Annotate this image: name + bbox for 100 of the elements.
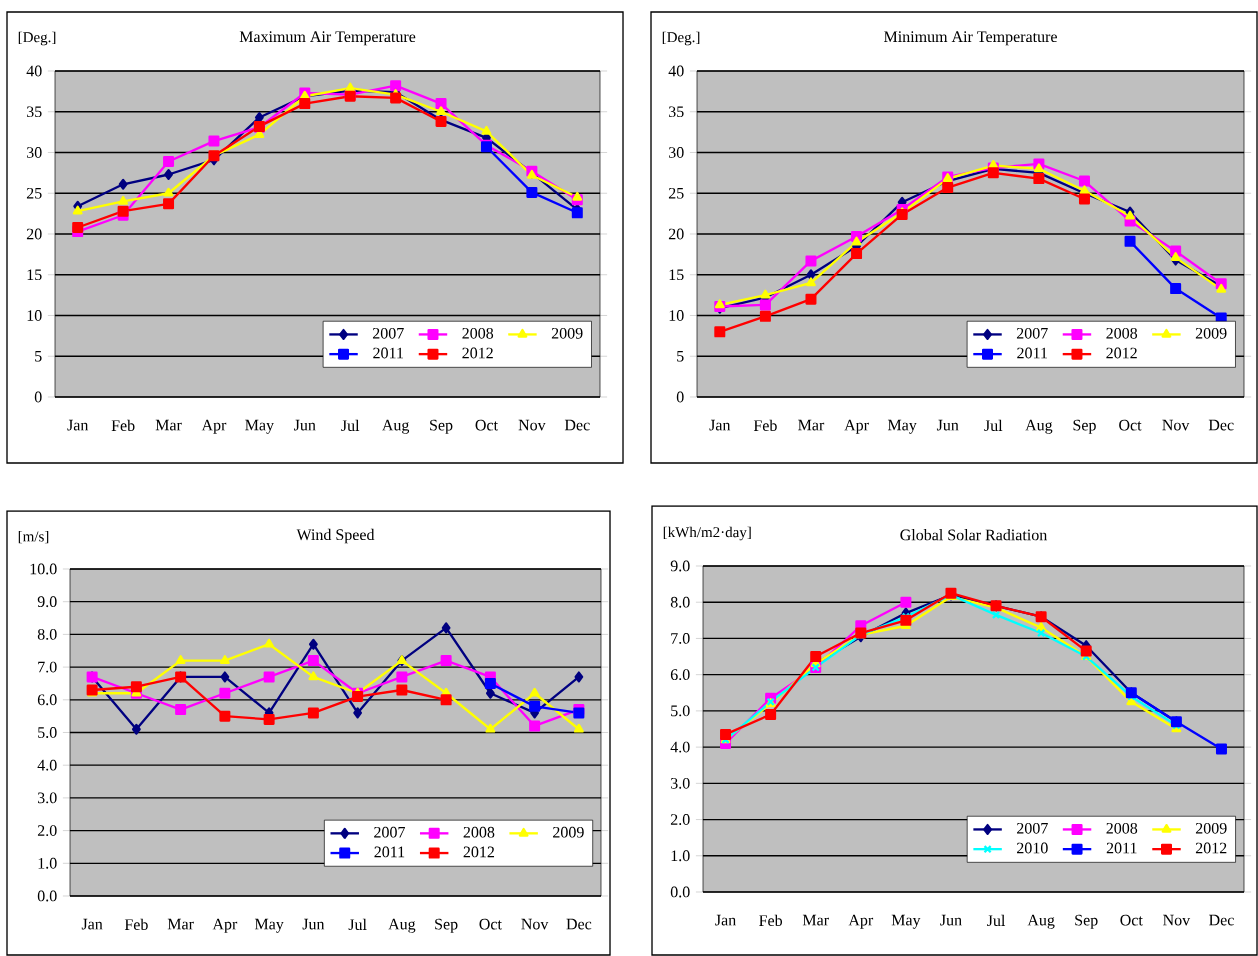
y-tick-label: 5	[35, 350, 42, 362]
x-tick-label: Aug	[1025, 419, 1053, 434]
y-axis-title: [kWh/m2·day]	[663, 526, 751, 541]
legend-label: 2010	[1017, 842, 1048, 854]
y-tick-label: 0	[34, 391, 42, 403]
x-tick-label: Mar	[798, 419, 825, 431]
x-tick-label: Jun	[940, 914, 962, 926]
y-tick-label: 9.0	[670, 560, 690, 572]
chart-title: Global Solar Radiation	[900, 529, 1048, 541]
x-tick-label: Aug	[382, 419, 410, 434]
x-tick-label: Dec	[1208, 419, 1234, 431]
legend-label: 2011	[373, 347, 403, 359]
y-tick-label: 8.0	[670, 596, 690, 608]
y-tick-label: 3.0	[670, 777, 690, 789]
legend-label: 2007	[374, 826, 405, 838]
x-tick-label: Apr	[212, 918, 238, 933]
x-tick-label: Apr	[844, 419, 869, 434]
legend-label: 2009	[1195, 822, 1227, 834]
x-tick-label: Jan	[67, 419, 89, 431]
y-tick-label: 0.0	[37, 890, 57, 902]
y-tick-label: 5.0	[38, 727, 57, 738]
y-axis-title: [m/s]	[18, 530, 49, 544]
y-tick-label: 7.0	[671, 633, 690, 644]
y-tick-label: 40	[26, 65, 42, 77]
chart-title: Wind Speed	[296, 528, 375, 544]
x-tick-label: Feb	[759, 914, 783, 927]
x-tick-label: Nov	[1163, 914, 1191, 926]
legend-label: 2009	[551, 327, 583, 339]
x-tick-label: May	[254, 918, 284, 933]
x-tick-label: Nov	[1162, 419, 1190, 431]
x-tick-label: Oct	[475, 419, 498, 431]
x-tick-label: Jan	[81, 918, 103, 930]
x-tick-label: Jun	[302, 918, 325, 930]
legend-label: 2012	[463, 846, 495, 858]
y-tick-label: 0.0	[670, 886, 690, 898]
legend-label: 2007	[372, 327, 404, 339]
y-tick-label: 8.0	[37, 628, 57, 640]
y-tick-label: 4.0	[37, 759, 57, 771]
legend-label: 2007	[1016, 327, 1048, 339]
y-tick-label: 7.0	[38, 661, 57, 673]
y-tick-label: 30	[26, 147, 42, 158]
x-tick-label: Feb	[111, 419, 135, 432]
legend-label: 2007	[1017, 822, 1048, 834]
x-tick-label: Jul	[987, 914, 1006, 927]
x-tick-label: Nov	[518, 419, 546, 431]
y-tick-label: 10	[669, 310, 684, 321]
x-tick-label: Dec	[564, 419, 590, 431]
legend-label: 2008	[1106, 327, 1138, 339]
x-tick-label: Aug	[388, 918, 416, 933]
y-axis-title: [Deg.]	[662, 31, 700, 46]
x-tick-label: Dec	[1209, 914, 1234, 926]
legend-label: 2008	[463, 826, 495, 838]
x-tick-label: Nov	[521, 918, 549, 930]
y-tick-label: 4.0	[670, 741, 690, 753]
y-tick-label: 1.0	[671, 850, 690, 862]
x-tick-label: Jun	[294, 419, 316, 431]
legend-label: 2012	[1106, 347, 1137, 359]
y-tick-label: 0	[676, 391, 684, 403]
y-tick-label: 1.0	[38, 857, 57, 869]
x-tick-label: Feb	[753, 419, 777, 432]
x-tick-label: Jan	[709, 419, 731, 431]
y-tick-label: 10.0	[30, 563, 57, 575]
x-tick-label: Feb	[124, 918, 148, 931]
x-tick-label: Sep	[435, 918, 458, 933]
legend-label: 2008	[462, 327, 494, 339]
x-tick-label: Jul	[341, 419, 360, 432]
y-tick-label: 15	[669, 269, 684, 281]
y-tick-label: 9.0	[37, 596, 57, 608]
x-tick-label: Aug	[1027, 914, 1055, 929]
y-tick-label: 20	[668, 228, 684, 240]
x-tick-label: Sep	[1075, 914, 1098, 929]
x-tick-label: Jun	[936, 419, 959, 431]
y-tick-label: 5	[677, 350, 684, 362]
legend-label: 2011	[1017, 347, 1047, 359]
x-tick-label: Dec	[566, 918, 592, 930]
y-tick-label: 2.0	[37, 825, 57, 837]
x-tick-label: May	[887, 419, 917, 434]
legend-label: 2012	[1195, 842, 1227, 854]
x-tick-label: May	[891, 914, 921, 929]
legend-label: 2009	[1195, 327, 1227, 339]
y-tick-label: 5.0	[671, 705, 690, 717]
y-tick-label: 6.0	[670, 669, 690, 681]
x-tick-label: Oct	[479, 918, 502, 930]
x-tick-label: Jan	[715, 914, 736, 926]
chart-title: Maximum Air Temperature	[239, 31, 416, 46]
x-tick-label: Sep	[430, 419, 453, 434]
y-tick-label: 3.0	[37, 792, 57, 804]
legend-label: 2009	[553, 826, 584, 838]
legend-label: 2011	[374, 846, 405, 858]
x-tick-label: Mar	[155, 419, 182, 431]
legend-label: 2012	[462, 347, 493, 359]
legend-label: 2008	[1106, 822, 1138, 834]
y-tick-label: 20	[26, 228, 42, 240]
y-tick-label: 10	[27, 310, 42, 321]
x-tick-label: Oct	[1120, 914, 1143, 926]
y-tick-label: 35	[668, 106, 684, 118]
y-tick-label: 25	[668, 187, 684, 199]
legend-label: 2011	[1106, 842, 1137, 854]
y-tick-label: 2.0	[670, 814, 690, 825]
x-tick-label: Apr	[201, 419, 227, 434]
